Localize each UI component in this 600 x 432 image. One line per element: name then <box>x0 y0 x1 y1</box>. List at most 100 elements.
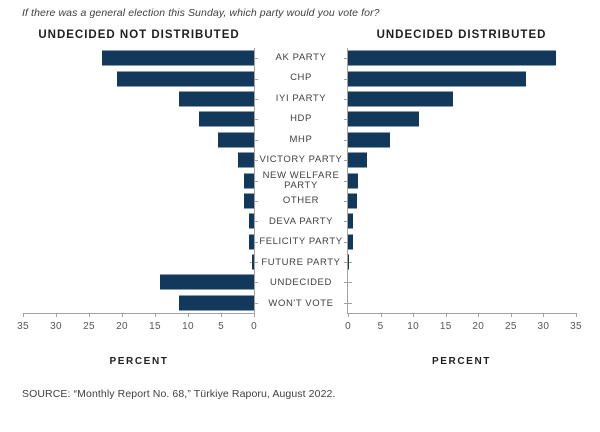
x-tick-label: 10 <box>407 321 420 332</box>
category-tick <box>344 302 352 304</box>
right-axis-title: PERCENT <box>432 356 491 367</box>
bar-row <box>23 68 258 88</box>
bar-row <box>23 293 258 313</box>
bar-row <box>23 252 258 272</box>
bar <box>244 173 254 189</box>
x-axis-tick <box>348 313 349 317</box>
category-tick <box>250 200 258 202</box>
bar-row <box>23 170 258 190</box>
bar <box>348 173 358 189</box>
left-panel-header: UNDECIDED NOT DISTRIBUTED <box>38 29 240 41</box>
x-axis-tick <box>155 313 156 317</box>
x-tick-label: 0 <box>251 321 257 332</box>
category-tick <box>250 180 258 182</box>
x-tick-label: 15 <box>439 321 452 332</box>
category-label: FELICITY PARTY <box>259 236 343 248</box>
category-label: IYI PARTY <box>275 92 327 104</box>
category-label: MHP <box>289 133 313 145</box>
category-tick <box>250 98 258 100</box>
category-labels: AK PARTY CHP IYI PARTY HDP MHP VICTORY PARTY N… <box>255 48 347 314</box>
bar <box>348 91 453 107</box>
bar <box>244 193 254 209</box>
x-axis-tick <box>23 313 24 317</box>
bar-row <box>23 130 258 150</box>
bar-row <box>344 252 576 272</box>
left-axis-title: PERCENT <box>109 356 169 367</box>
left-plot: 0 5 10 15 20 25 30 35 <box>17 48 258 332</box>
x-tick-label: 25 <box>504 321 517 332</box>
x-tick-label: 30 <box>537 321 550 332</box>
x-tick-label: 20 <box>472 321 485 332</box>
right-plot: 0 5 10 15 20 25 30 35 <box>344 48 582 332</box>
bar-row <box>344 48 576 68</box>
right-panel-header: UNDECIDED DISTRIBUTED <box>376 29 547 41</box>
axis-titles: PERCENT PERCENT <box>23 356 576 367</box>
bar-row <box>344 272 576 292</box>
x-axis-tick <box>576 313 577 317</box>
category-tick <box>250 160 258 162</box>
bar <box>102 50 254 66</box>
bar-row <box>344 232 576 252</box>
source-note: SOURCE: “Monthly Report No. 68,” Türkiye… <box>22 388 336 400</box>
category-tick <box>250 262 258 264</box>
bar <box>348 152 367 168</box>
bar-row <box>344 89 576 109</box>
x-tick-label: 35 <box>17 321 29 332</box>
category-label: DEVA PARTY <box>268 215 334 227</box>
category-tick <box>250 221 258 223</box>
category-tick <box>344 282 352 284</box>
category-tick <box>250 139 258 141</box>
bar-row <box>23 191 258 211</box>
bar <box>178 91 254 107</box>
bar <box>217 132 254 148</box>
bar-row <box>344 293 576 313</box>
x-axis-tick <box>478 313 480 317</box>
bar-row <box>344 211 576 231</box>
x-tick-label: 30 <box>50 321 62 332</box>
bar-row <box>23 89 258 109</box>
x-tick-label: 20 <box>116 321 128 332</box>
category-tick <box>250 58 258 60</box>
chart-title: If there was a general election this Sun… <box>22 7 380 19</box>
bar-row <box>23 272 258 292</box>
bar-row <box>23 150 258 170</box>
x-axis-tick <box>445 313 447 317</box>
bar-row <box>344 130 576 150</box>
bar <box>348 254 350 270</box>
bar <box>348 234 353 250</box>
bar-row <box>23 48 258 68</box>
bar-row <box>344 191 576 211</box>
bar <box>238 152 254 168</box>
bar <box>248 234 254 250</box>
x-tick-label: 25 <box>83 321 95 332</box>
x-axis-tick <box>188 313 189 317</box>
category-label: OTHER <box>282 195 320 207</box>
x-axis-tick <box>543 313 545 317</box>
category-label: WON'T VOTE <box>268 297 334 309</box>
bar <box>199 111 254 127</box>
category-label: FUTURE PARTY <box>261 256 341 268</box>
bar <box>178 295 254 311</box>
axis-title-spacer <box>255 356 347 367</box>
x-axis-tick <box>89 313 90 317</box>
x-axis-tick <box>221 313 222 317</box>
bar <box>348 111 419 127</box>
x-tick-label: 10 <box>182 321 194 332</box>
x-axis-tick <box>122 313 123 317</box>
x-tick-label: 0 <box>345 321 351 332</box>
bar <box>252 254 254 270</box>
bar <box>248 213 254 229</box>
chart-area: 0 5 10 15 20 25 30 35 AK PARTY CHP IYI PARTY HDP MH… <box>17 48 582 332</box>
x-axis-tick <box>413 313 415 317</box>
bar <box>348 132 391 148</box>
x-axis-tick <box>380 313 382 317</box>
category-label: HDP <box>290 113 312 125</box>
bar <box>348 213 353 229</box>
x-axis-tick <box>56 313 57 317</box>
bar-row <box>23 109 258 129</box>
header-spacer <box>255 29 347 41</box>
category-label: AK PARTY <box>275 51 327 63</box>
panel-headers: UNDECIDED NOT DISTRIBUTED UNDECIDED DIST… <box>23 29 576 41</box>
category-tick <box>250 241 258 243</box>
